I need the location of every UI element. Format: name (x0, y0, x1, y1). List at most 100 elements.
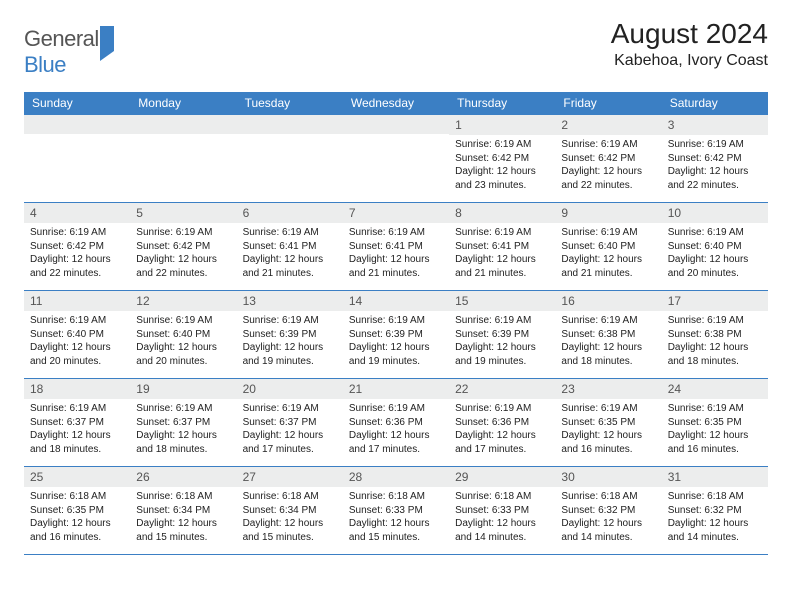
sunrise-line: Sunrise: 6:18 AM (136, 490, 230, 504)
weekday-header: Tuesday (237, 92, 343, 115)
day-number: 5 (130, 203, 236, 223)
daylight-line: Daylight: 12 hours and 22 minutes. (30, 253, 124, 280)
day-body: Sunrise: 6:18 AMSunset: 6:32 PMDaylight:… (555, 487, 661, 548)
sunrise-line: Sunrise: 6:19 AM (455, 226, 549, 240)
daylight-line: Daylight: 12 hours and 19 minutes. (349, 341, 443, 368)
day-number (343, 115, 449, 134)
title-block: August 2024 Kabehoa, Ivory Coast (611, 18, 768, 70)
calendar-cell: 16Sunrise: 6:19 AMSunset: 6:38 PMDayligh… (555, 291, 661, 379)
sunrise-line: Sunrise: 6:19 AM (349, 314, 443, 328)
calendar-cell: 19Sunrise: 6:19 AMSunset: 6:37 PMDayligh… (130, 379, 236, 467)
day-number: 4 (24, 203, 130, 223)
calendar-cell: 20Sunrise: 6:19 AMSunset: 6:37 PMDayligh… (237, 379, 343, 467)
calendar-cell: 26Sunrise: 6:18 AMSunset: 6:34 PMDayligh… (130, 467, 236, 555)
day-body: Sunrise: 6:19 AMSunset: 6:39 PMDaylight:… (343, 311, 449, 372)
day-number: 26 (130, 467, 236, 487)
sunset-line: Sunset: 6:38 PM (561, 328, 655, 342)
calendar-week-row: 18 Sunrise: 6:19 AMSunset: 6:37 PMDayligh… (24, 379, 768, 467)
sunset-line: Sunset: 6:40 PM (561, 240, 655, 254)
sunrise-line: Sunrise: 6:19 AM (668, 402, 762, 416)
day-body: Sunrise: 6:19 AMSunset: 6:40 PMDaylight:… (130, 311, 236, 372)
daylight-line: Daylight: 12 hours and 22 minutes. (561, 165, 655, 192)
logo-triangle-icon (100, 26, 114, 61)
calendar-cell (237, 115, 343, 203)
day-body: Sunrise: 6:19 AMSunset: 6:39 PMDaylight:… (449, 311, 555, 372)
calendar-cell: 9Sunrise: 6:19 AMSunset: 6:40 PMDaylight… (555, 203, 661, 291)
day-body: Sunrise: 6:19 AMSunset: 6:39 PMDaylight:… (237, 311, 343, 372)
sunset-line: Sunset: 6:42 PM (561, 152, 655, 166)
logo-word-general: General (24, 26, 99, 51)
daylight-line: Daylight: 12 hours and 18 minutes. (561, 341, 655, 368)
day-body: Sunrise: 6:19 AMSunset: 6:42 PMDaylight:… (662, 135, 768, 196)
sunrise-line: Sunrise: 6:18 AM (668, 490, 762, 504)
day-body: Sunrise: 6:19 AMSunset: 6:37 PMDaylight:… (237, 399, 343, 460)
sunset-line: Sunset: 6:35 PM (30, 504, 124, 518)
day-number: 20 (237, 379, 343, 399)
page-header: General Blue August 2024 Kabehoa, Ivory … (24, 18, 768, 78)
daylight-line: Daylight: 12 hours and 15 minutes. (349, 517, 443, 544)
day-body: Sunrise: 6:19 AMSunset: 6:42 PMDaylight:… (24, 223, 130, 284)
day-number: 21 (343, 379, 449, 399)
day-number: 13 (237, 291, 343, 311)
day-number: 9 (555, 203, 661, 223)
calendar-cell: 22Sunrise: 6:19 AMSunset: 6:36 PMDayligh… (449, 379, 555, 467)
day-body: Sunrise: 6:19 AMSunset: 6:42 PMDaylight:… (449, 135, 555, 196)
daylight-line: Daylight: 12 hours and 22 minutes. (136, 253, 230, 280)
month-title: August 2024 (611, 18, 768, 50)
sunrise-line: Sunrise: 6:19 AM (455, 314, 549, 328)
sunset-line: Sunset: 6:37 PM (136, 416, 230, 430)
calendar-cell: 15Sunrise: 6:19 AMSunset: 6:39 PMDayligh… (449, 291, 555, 379)
calendar-week-row: 1Sunrise: 6:19 AMSunset: 6:42 PMDaylight… (24, 115, 768, 203)
day-number (130, 115, 236, 134)
day-body: Sunrise: 6:19 AMSunset: 6:40 PMDaylight:… (555, 223, 661, 284)
daylight-line: Daylight: 12 hours and 15 minutes. (243, 517, 337, 544)
daylight-line: Daylight: 12 hours and 19 minutes. (455, 341, 549, 368)
sunset-line: Sunset: 6:42 PM (668, 152, 762, 166)
sunrise-line: Sunrise: 6:19 AM (243, 314, 337, 328)
day-body: Sunrise: 6:18 AMSunset: 6:34 PMDaylight:… (237, 487, 343, 548)
weekday-header: Sunday (24, 92, 130, 115)
weekday-header: Wednesday (343, 92, 449, 115)
sunrise-line: Sunrise: 6:19 AM (243, 226, 337, 240)
calendar-cell: 7Sunrise: 6:19 AMSunset: 6:41 PMDaylight… (343, 203, 449, 291)
daylight-line: Daylight: 12 hours and 14 minutes. (455, 517, 549, 544)
calendar-cell: 24Sunrise: 6:19 AMSunset: 6:35 PMDayligh… (662, 379, 768, 467)
day-body: Sunrise: 6:18 AMSunset: 6:32 PMDaylight:… (662, 487, 768, 548)
day-number: 30 (555, 467, 661, 487)
calendar-cell: 11Sunrise: 6:19 AMSunset: 6:40 PMDayligh… (24, 291, 130, 379)
daylight-line: Daylight: 12 hours and 20 minutes. (668, 253, 762, 280)
day-body: Sunrise: 6:19 AMSunset: 6:35 PMDaylight:… (662, 399, 768, 460)
sunset-line: Sunset: 6:38 PM (668, 328, 762, 342)
calendar-cell: 23Sunrise: 6:19 AMSunset: 6:35 PMDayligh… (555, 379, 661, 467)
calendar-cell: 25Sunrise: 6:18 AMSunset: 6:35 PMDayligh… (24, 467, 130, 555)
day-body: Sunrise: 6:19 AMSunset: 6:40 PMDaylight:… (24, 311, 130, 372)
sunset-line: Sunset: 6:35 PM (561, 416, 655, 430)
calendar-cell: 18Sunrise: 6:19 AMSunset: 6:37 PMDayligh… (24, 379, 130, 467)
calendar-week-row: 11Sunrise: 6:19 AMSunset: 6:40 PMDayligh… (24, 291, 768, 379)
sunrise-line: Sunrise: 6:19 AM (30, 226, 124, 240)
sunrise-line: Sunrise: 6:19 AM (455, 138, 549, 152)
day-body: Sunrise: 6:19 AMSunset: 6:41 PMDaylight:… (343, 223, 449, 284)
day-number: 17 (662, 291, 768, 311)
sunset-line: Sunset: 6:41 PM (455, 240, 549, 254)
day-number: 10 (662, 203, 768, 223)
sunset-line: Sunset: 6:39 PM (455, 328, 549, 342)
sunrise-line: Sunrise: 6:19 AM (136, 402, 230, 416)
sunrise-line: Sunrise: 6:19 AM (561, 402, 655, 416)
calendar-cell: 6Sunrise: 6:19 AMSunset: 6:41 PMDaylight… (237, 203, 343, 291)
logo-word-blue: Blue (24, 52, 66, 77)
weekday-header: Monday (130, 92, 236, 115)
sunset-line: Sunset: 6:41 PM (243, 240, 337, 254)
calendar-cell (24, 115, 130, 203)
sunset-line: Sunset: 6:42 PM (30, 240, 124, 254)
sunrise-line: Sunrise: 6:19 AM (349, 402, 443, 416)
day-number: 16 (555, 291, 661, 311)
daylight-line: Daylight: 12 hours and 19 minutes. (243, 341, 337, 368)
day-number: 18 (24, 379, 130, 399)
sunrise-line: Sunrise: 6:18 AM (561, 490, 655, 504)
sunrise-line: Sunrise: 6:19 AM (668, 314, 762, 328)
day-number: 25 (24, 467, 130, 487)
sunset-line: Sunset: 6:32 PM (561, 504, 655, 518)
sunset-line: Sunset: 6:36 PM (455, 416, 549, 430)
day-body: Sunrise: 6:19 AMSunset: 6:41 PMDaylight:… (237, 223, 343, 284)
